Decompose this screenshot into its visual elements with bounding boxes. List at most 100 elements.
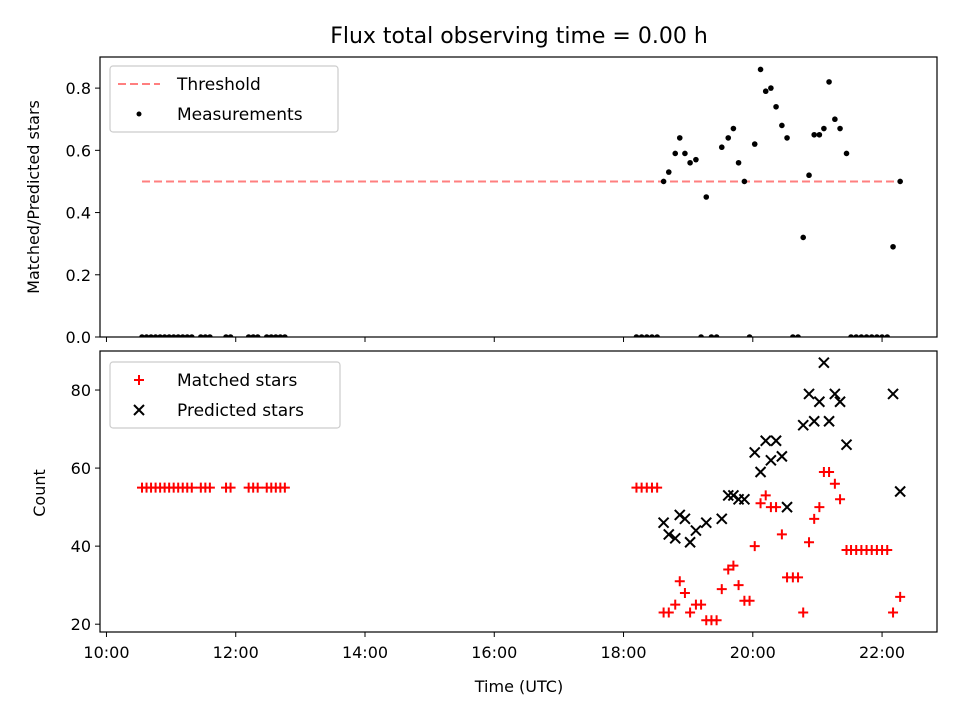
legend-measurements-label: Measurements: [177, 105, 303, 125]
measurement-point: [730, 125, 737, 132]
measurement-point: [779, 122, 785, 129]
bottom-legend: Matched stars Predicted stars: [109, 361, 341, 429]
measurement-point: [263, 334, 270, 337]
measurement-point: [843, 150, 850, 157]
top-axes-frame: [99, 56, 938, 338]
measurement-point: [884, 334, 891, 337]
predicted-star-point: [765, 454, 777, 466]
predicted-star-point: [823, 415, 835, 427]
predicted-star-point: [669, 532, 681, 545]
top-legend-frame: [109, 65, 339, 133]
measurement-point: [198, 334, 204, 337]
top-panel: 0.0 0.2 0.4 0.6 0.8: [66, 56, 938, 347]
measurement-point: [762, 88, 769, 95]
predicted-star-point: [760, 435, 772, 447]
matched-star-point: [685, 607, 696, 618]
measurement-point: [660, 178, 667, 185]
matched-star-point: [888, 607, 899, 618]
x-tick-label: 10:00: [83, 643, 129, 662]
measurement-point: [826, 79, 832, 85]
measurement-point: [795, 334, 801, 337]
matched-star-point: [760, 490, 771, 501]
measurement-point: [161, 334, 168, 337]
predicted-star-point: [797, 419, 809, 431]
predicted-star-point: [700, 517, 712, 529]
matched-star-point: [204, 482, 215, 493]
measurement-point: [654, 334, 660, 337]
measurement-point: [703, 194, 710, 200]
measurement-point: [665, 169, 672, 175]
chart-title: Flux total observing time = 0.00 h: [330, 24, 708, 49]
predicted-star-point: [770, 435, 782, 447]
measurement-point: [179, 334, 186, 337]
bottom-plot-area: [137, 357, 906, 626]
predicted-star-point: [663, 528, 675, 541]
top-y-tick-label: 0.0: [66, 328, 91, 347]
top-y-tick-label: 0.4: [66, 204, 91, 223]
predicted-star-point: [722, 489, 734, 502]
measurement-point: [152, 334, 159, 337]
measurement-point: [638, 334, 645, 337]
measurement-point: [170, 334, 177, 337]
measurement-point: [768, 85, 774, 91]
measurement-point: [643, 334, 650, 337]
measurement-point: [139, 334, 145, 337]
measurement-point: [672, 150, 679, 157]
measurement-point: [853, 334, 860, 337]
matched-star-point: [749, 541, 760, 552]
measurement-point: [790, 334, 796, 337]
predicted-star-point: [738, 493, 751, 506]
matched-star-point: [225, 482, 236, 493]
measurement-point: [682, 150, 688, 157]
predicted-star-point: [690, 524, 702, 537]
measurement-point: [676, 135, 683, 141]
top-y-tick-label: 0.6: [66, 141, 91, 160]
matched-star-point: [723, 564, 734, 575]
measurement-point: [741, 178, 748, 185]
matched-star-point: [733, 580, 744, 591]
measurement-point: [874, 334, 880, 337]
bottom-panel: 20 40 60 80 10:00 12:00 14:00 16:00 18:00 20:00 22…: [71, 350, 938, 662]
measurement-point: [821, 125, 827, 132]
measurement-point: [157, 334, 163, 337]
matched-star-point: [728, 560, 739, 571]
predicted-star-point: [803, 388, 815, 400]
measurement-point: [784, 135, 790, 141]
measurement-point: [806, 172, 812, 179]
matched-star-point: [716, 584, 727, 595]
measurement-point: [832, 116, 838, 123]
predicted-star-point: [887, 388, 899, 400]
matched-star-point: [663, 607, 674, 618]
x-tick-label: 16:00: [471, 643, 517, 662]
bottom-axes-frame: [99, 350, 938, 633]
measurement-point: [800, 234, 807, 241]
measurement-point: [897, 178, 903, 185]
measurement-point: [811, 131, 817, 138]
measurement-point: [254, 334, 261, 337]
measurement-point: [282, 334, 288, 337]
measurement-point: [848, 334, 854, 337]
matched-star-point: [771, 502, 782, 513]
predicted-star-point: [684, 536, 696, 548]
matched-star-point: [279, 482, 290, 493]
matched-star-point: [824, 466, 835, 477]
measurement-point: [273, 334, 279, 337]
predicted-star-point: [834, 396, 846, 408]
measurement-point: [268, 334, 275, 337]
measurement-point: [250, 334, 256, 337]
measurement-point: [202, 334, 209, 337]
measurement-point: [188, 334, 195, 337]
x-axis-label: Time (UTC): [474, 677, 563, 696]
measurement-point: [757, 66, 764, 73]
matched-star-point: [793, 572, 804, 583]
measurement-point: [708, 334, 715, 337]
bottom-y-tick-label: 40: [71, 537, 91, 556]
matched-star-point: [776, 529, 787, 540]
matched-star-point: [186, 482, 197, 493]
measurement-point: [693, 156, 699, 163]
matched-star-point: [696, 599, 707, 610]
measurement-point: [868, 334, 875, 337]
predicted-star-point: [781, 501, 793, 513]
matched-star-point: [809, 513, 820, 524]
measurement-point: [858, 334, 865, 337]
